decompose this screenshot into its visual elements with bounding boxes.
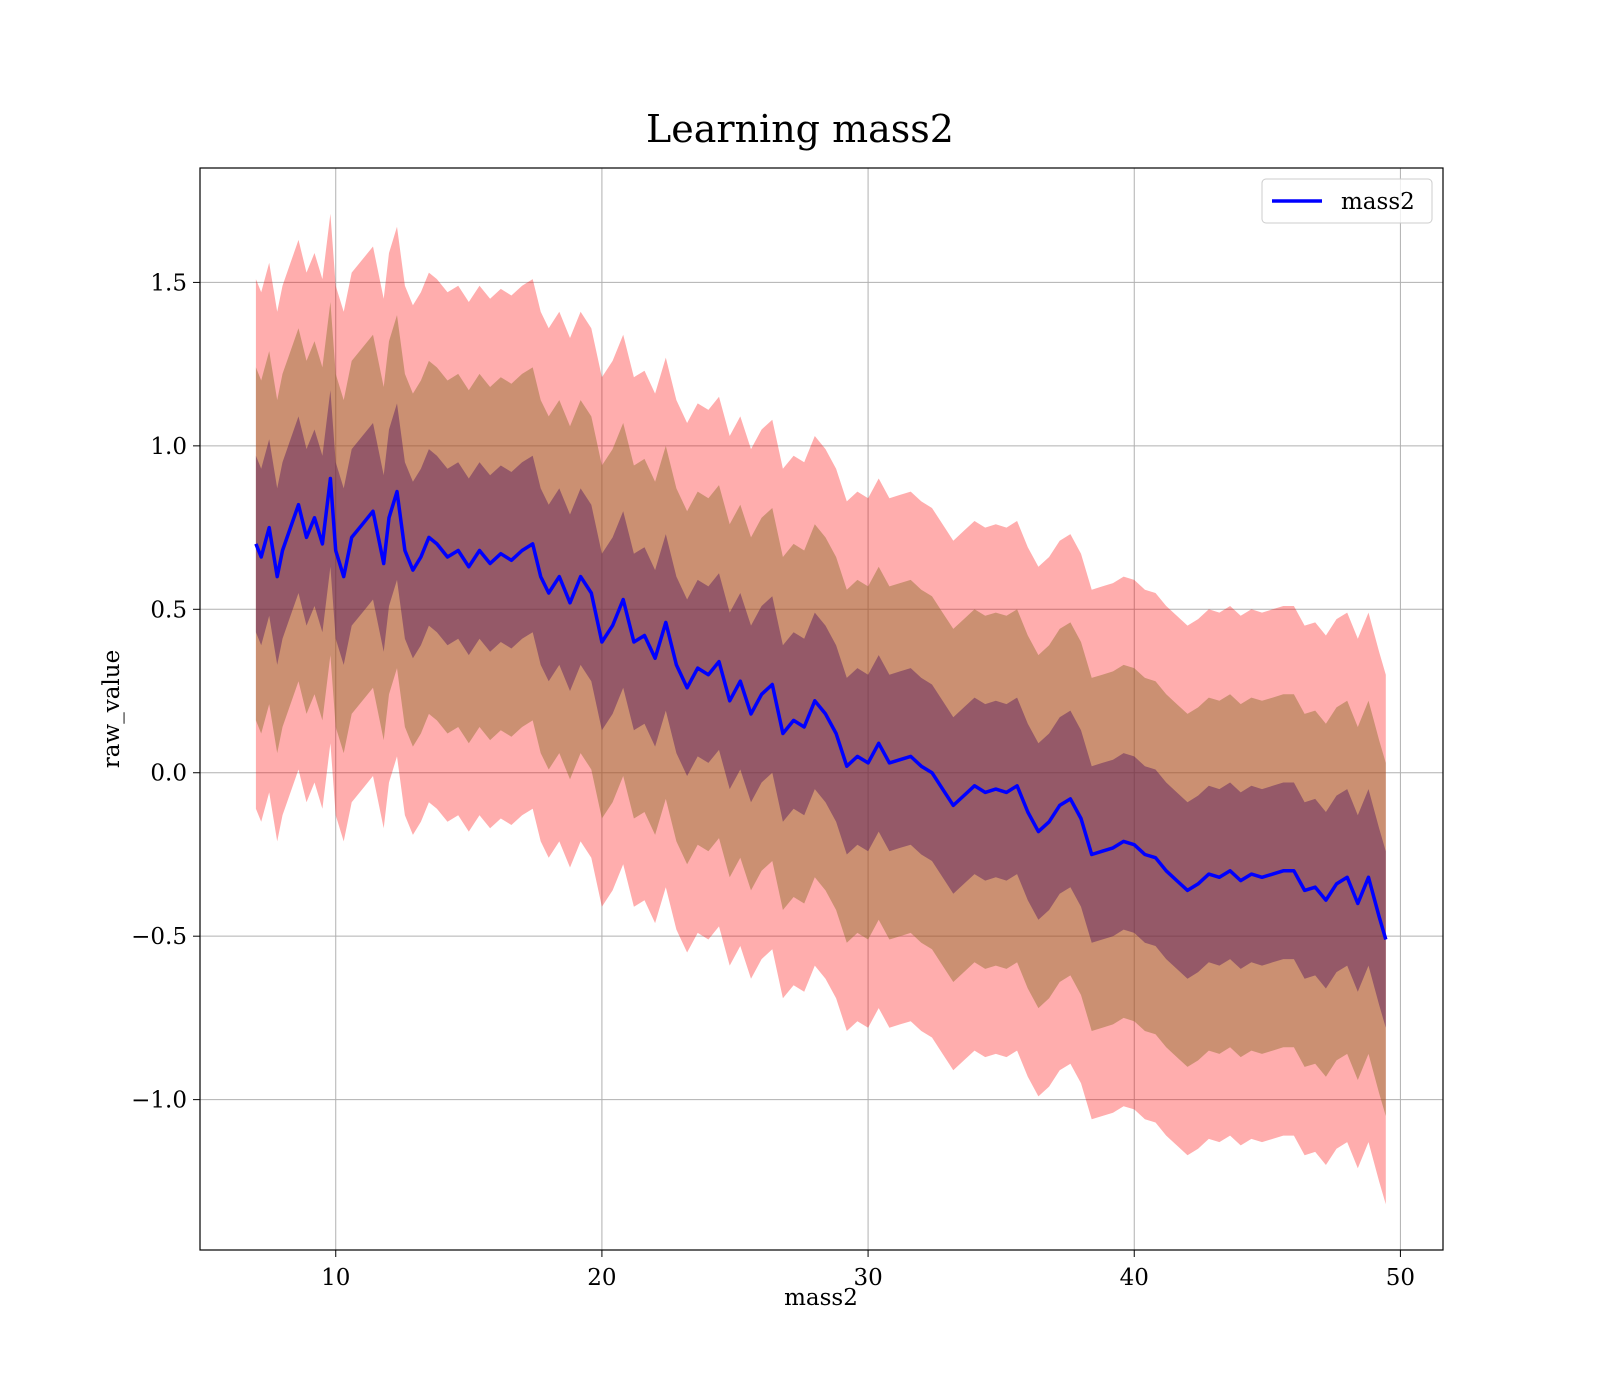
series-line-mass2 bbox=[254, 476, 1388, 940]
grid-lines bbox=[200, 168, 1443, 1250]
x-tick-label: 50 bbox=[1386, 1265, 1415, 1291]
x-tick-label: 10 bbox=[321, 1265, 350, 1291]
x-axis-label: mass2 bbox=[784, 1285, 858, 1311]
y-tick-label: 1.5 bbox=[150, 270, 187, 296]
y-tick-label: −0.5 bbox=[131, 924, 187, 950]
y-tick-label: 0.5 bbox=[150, 597, 187, 623]
x-tick-label: 30 bbox=[853, 1265, 882, 1291]
x-tick-label: 40 bbox=[1120, 1265, 1149, 1291]
y-tick-label: 0.0 bbox=[150, 761, 187, 787]
legend: mass2 bbox=[1261, 178, 1433, 224]
legend-entry-mass2: mass2 bbox=[1341, 189, 1415, 215]
y-tick-label: −1.0 bbox=[131, 1088, 187, 1114]
y-tick-label: 1.0 bbox=[150, 434, 187, 460]
legend-box bbox=[1261, 178, 1433, 224]
x-tick-label: 20 bbox=[587, 1265, 616, 1291]
chart-title: Learning mass2 bbox=[646, 107, 954, 151]
plot-frame bbox=[199, 167, 1444, 1251]
axis-ticks: 10 20 30 40 50 −1.0 −0.5 0.0 0.5 1.0 1.5 bbox=[131, 270, 1415, 1291]
y-axis-label: raw_value bbox=[99, 650, 125, 768]
